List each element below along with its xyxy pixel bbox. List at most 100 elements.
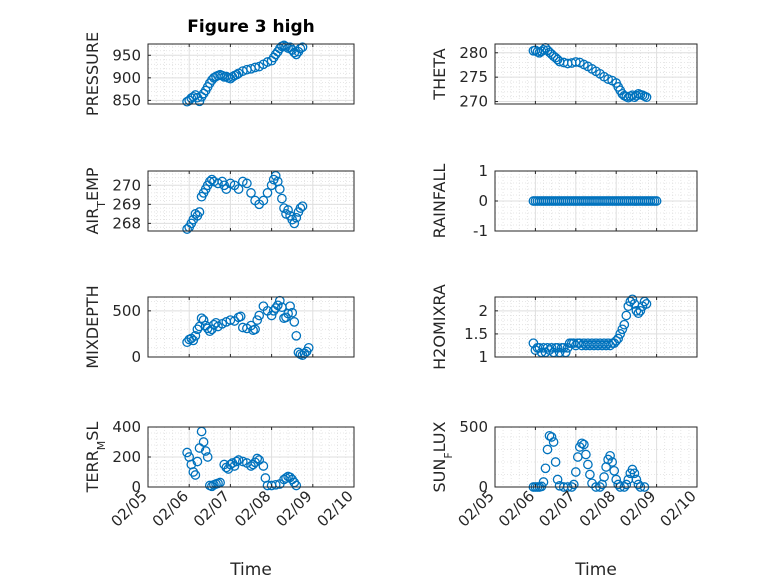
data-point — [190, 330, 201, 341]
subplot-mixdepth: 0 500 MIXDEPTH — [83, 285, 355, 369]
data-point — [546, 432, 557, 442]
data-point — [605, 450, 615, 461]
y-axis-label-subscript: T — [95, 201, 108, 209]
data-point — [631, 305, 642, 316]
data-point — [198, 315, 209, 325]
data-point — [651, 196, 662, 206]
data-point — [623, 301, 634, 312]
data-point — [242, 178, 252, 189]
data-point — [289, 218, 300, 229]
data-point — [190, 470, 201, 480]
data-point — [303, 342, 314, 353]
data-point — [599, 472, 609, 482]
data-point — [609, 465, 620, 476]
subplot-h2omixra: 1 1.5 2 H2OMIXRA — [430, 284, 698, 370]
data-point — [613, 333, 624, 344]
y-tick-label: 275 — [459, 68, 488, 86]
data-point — [289, 317, 300, 327]
data-point — [583, 459, 593, 470]
data-point — [235, 311, 246, 322]
y-tick-label: 270 — [459, 93, 488, 111]
y-tick-label: 1 — [478, 348, 488, 366]
x-tick-label: 02/09 — [272, 487, 315, 530]
data-point — [629, 468, 640, 479]
data-point — [621, 479, 632, 490]
y-tick-label: 280 — [459, 44, 488, 62]
x-axis-label: Time — [574, 560, 617, 580]
data-point — [619, 319, 630, 330]
data-point — [581, 449, 591, 460]
axes-box — [147, 43, 355, 105]
data-point — [188, 467, 199, 477]
y-tick-label: 950 — [112, 46, 141, 64]
y-axis-label-main: TERR — [83, 450, 102, 493]
y-axis-label: RAINFALL — [430, 164, 449, 239]
data-point — [603, 74, 613, 84]
axes-box — [494, 296, 698, 358]
data-point — [297, 201, 308, 212]
data-point — [233, 455, 244, 465]
y-axis-label-main: H2OMIXRA — [430, 284, 449, 370]
axes-box — [147, 296, 355, 358]
data-point — [538, 45, 549, 55]
y-axis-label-tail: EMP — [83, 167, 102, 201]
data-point — [538, 477, 549, 487]
y-axis-label-main: SUN — [430, 459, 449, 493]
y-tick-label: 400 — [112, 418, 141, 436]
y-tick-label: 268 — [112, 214, 141, 232]
data-point — [607, 457, 618, 467]
y-tick-label: 0 — [131, 348, 141, 366]
data-point — [246, 188, 256, 198]
subplot-rainfall: -1 0 1 RAINFALL — [430, 162, 698, 240]
data-point — [568, 479, 579, 490]
data-point — [200, 446, 211, 456]
data-point — [258, 195, 269, 206]
data-point — [252, 453, 263, 464]
data-point — [194, 207, 205, 217]
data-point — [252, 315, 263, 325]
y-tick-label: 500 — [459, 418, 488, 436]
x-tick-label: 02/08 — [576, 487, 619, 530]
data-point — [270, 170, 281, 181]
data-point — [198, 437, 209, 447]
y-tick-label: 0 — [478, 192, 488, 210]
data-point — [227, 458, 238, 468]
x-tick-label: 02/10 — [657, 487, 700, 530]
x-axis-label: Time — [229, 560, 272, 580]
data-point — [641, 299, 652, 309]
data-point — [192, 324, 203, 335]
data-point — [194, 96, 205, 107]
data-point — [633, 308, 644, 319]
axes-box — [147, 170, 355, 232]
data-point — [182, 447, 192, 458]
x-tick-label: 02/07 — [535, 487, 578, 530]
data-point — [225, 315, 236, 325]
data-point — [552, 474, 563, 485]
data-point — [287, 307, 298, 318]
y-axis-label: MIXDEPTH — [83, 285, 102, 368]
y-axis-label: THETA — [430, 48, 449, 100]
data-point — [552, 54, 563, 65]
chart-title: Figure 3 high — [187, 17, 315, 37]
x-tick-label: 02/06 — [495, 487, 538, 530]
y-axis-label-subscript: M — [95, 441, 108, 451]
data-point — [225, 459, 236, 470]
data-point — [631, 474, 642, 485]
data-point — [611, 474, 622, 485]
data-point — [291, 330, 302, 341]
data-point — [617, 324, 628, 335]
data-point — [217, 70, 228, 81]
data-point — [540, 463, 551, 474]
data-point — [536, 481, 547, 492]
data-point — [550, 457, 561, 467]
data-point — [585, 469, 595, 480]
data-point — [635, 305, 646, 316]
data-point — [297, 42, 308, 53]
y-tick-label: 1.5 — [464, 325, 488, 343]
data-point — [233, 184, 244, 194]
y-axis-label: AIRTEMP — [83, 167, 108, 234]
y-axis-label-main: MIXDEPTH — [83, 285, 102, 368]
